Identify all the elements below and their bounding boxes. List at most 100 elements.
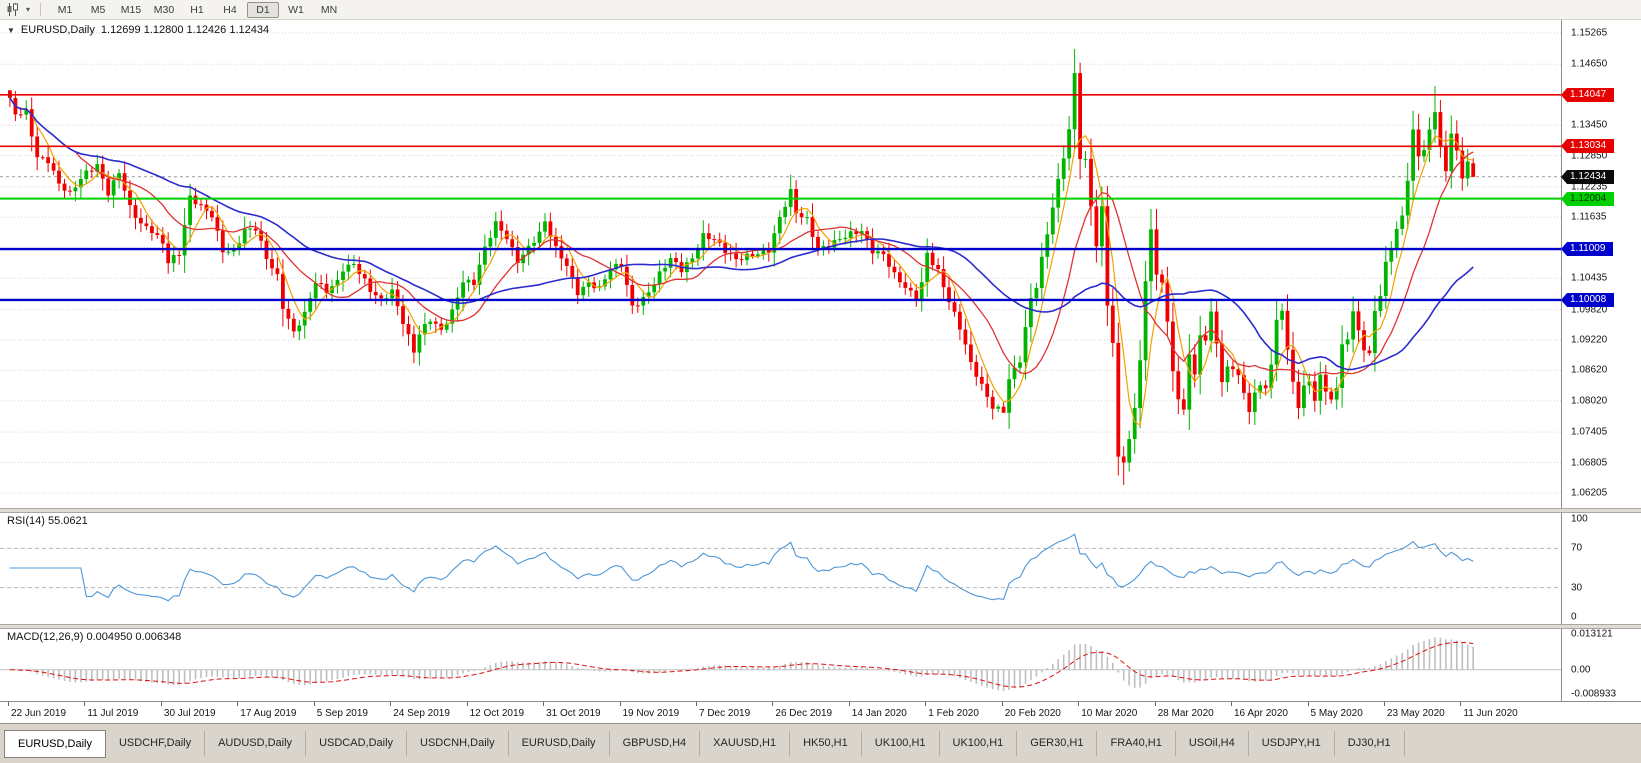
toolbar-separator: [40, 3, 42, 16]
candles: [8, 49, 1476, 486]
timeframe-button-h4[interactable]: H4: [223, 3, 237, 16]
chart-tab-0-eurusd-daily[interactable]: EURUSD,Daily: [4, 729, 106, 758]
chart-tab-2-audusd-daily[interactable]: AUDUSD,Daily: [205, 731, 307, 756]
time-axis[interactable]: 22 Jun 2019 11 Jul 2019 30 Jul 2019 17 Aug …: [0, 701, 1641, 723]
time-tick: [390, 702, 392, 706]
chart-tab-5-eurusd-daily[interactable]: EURUSD,Daily: [509, 731, 610, 756]
timeframe-button-mn[interactable]: MN: [320, 3, 338, 16]
tag-value: 1.12004: [1567, 191, 1615, 206]
date-label: 17 Aug 2019: [240, 708, 297, 719]
chart-dropdown-icon[interactable]: ▾: [26, 5, 31, 14]
date-label: 1 Feb 2020: [928, 708, 979, 719]
price-axis-label: 1.15265: [1571, 27, 1608, 39]
level-price-tag-1.13034: 1.13034: [1561, 139, 1615, 154]
time-tick: [237, 702, 239, 706]
price-axis-label: 1.08620: [1571, 364, 1608, 376]
timeframe-button-m15[interactable]: M15: [120, 3, 142, 16]
price-pane[interactable]: ▼ EURUSD,Daily 1.12699 1.12800 1.12426 1…: [0, 20, 1641, 508]
date-label: 19 Nov 2019: [622, 708, 680, 719]
price-axis-label: 1.06205: [1571, 487, 1608, 499]
macd-chart-canvas[interactable]: [0, 627, 1561, 701]
timeframe-button-m30[interactable]: M30: [153, 3, 175, 16]
chart-ohlc-values: 1.12699 1.12800 1.12426 1.12434: [100, 24, 270, 36]
rsi-pane[interactable]: RSI(14) 55.0621 100 70 30 0: [0, 511, 1641, 624]
chart-symbol-period: EURUSD,Daily: [20, 24, 95, 36]
chart-tab-11-ger30-h1[interactable]: GER30,H1: [1017, 731, 1098, 756]
rsi-axis-label: 70: [1571, 542, 1583, 554]
chart-tab-12-fra40-h1[interactable]: FRA40,H1: [1097, 731, 1176, 756]
chart-tab-1-usdchf-daily[interactable]: USDCHF,Daily: [106, 731, 206, 756]
date-label: 11 Jun 2020: [1463, 708, 1518, 719]
chart-tab-7-xauusd-h1[interactable]: XAUUSD,H1: [700, 731, 791, 756]
time-tick: [84, 702, 86, 706]
time-tick: [1307, 702, 1309, 706]
macd-histogram: [9, 637, 1474, 691]
time-tick: [1231, 702, 1232, 706]
timeframe-button-m1[interactable]: M1: [57, 3, 73, 16]
date-label: 5 May 2020: [1310, 708, 1363, 719]
rsi-chart-canvas[interactable]: [0, 511, 1561, 624]
time-tick: [925, 702, 927, 706]
price-axis-label: 1.12235: [1571, 181, 1608, 193]
chart-tab-9-uk100-h1[interactable]: UK100,H1: [862, 731, 940, 756]
chart-tab-6-gbpusd-h4[interactable]: GBPUSD,H4: [610, 731, 701, 756]
macd-axis-label: 0.013121: [1571, 628, 1613, 640]
price-axis-label: 1.14650: [1571, 58, 1608, 70]
level-price-tag-1.12004: 1.12004: [1561, 191, 1615, 206]
rsi-axis-label: 0: [1571, 611, 1577, 623]
time-tick: [8, 702, 9, 706]
chart-title: ▼ EURUSD,Daily 1.12699 1.12800 1.12426 1…: [7, 24, 269, 36]
chart-tab-4-usdcnh-daily[interactable]: USDCNH,Daily: [407, 731, 509, 756]
pane-splitter[interactable]: [0, 508, 1641, 513]
date-label: 10 Mar 2020: [1081, 708, 1138, 719]
rsi-axis-label: 30: [1571, 582, 1583, 594]
date-label: 24 Sep 2019: [393, 708, 450, 719]
date-label: 20 Feb 2020: [1004, 708, 1061, 719]
chart-tab-10-uk100-h1[interactable]: UK100,H1: [940, 731, 1018, 756]
timeframe-button-m5[interactable]: M5: [90, 3, 106, 16]
level-price-tag-1.10008: 1.10008: [1561, 292, 1615, 307]
time-tick: [1078, 702, 1080, 706]
price-axis-label: 1.07405: [1571, 426, 1608, 438]
date-label: 30 Jul 2019: [163, 708, 216, 719]
timeframe-button-w1[interactable]: W1: [288, 3, 304, 16]
time-tick: [466, 702, 468, 706]
price-axis-label: 1.12850: [1571, 150, 1608, 162]
macd-pane[interactable]: MACD(12,26,9) 0.004950 0.006348 0.013121…: [0, 627, 1641, 701]
symbol-menu-icon[interactable]: ▼: [7, 25, 15, 35]
chart-tab-15-dj30-h1[interactable]: DJ30,H1: [1335, 731, 1405, 756]
date-label: 7 Dec 2019: [699, 708, 751, 719]
tag-arrow-icon: [1561, 292, 1567, 307]
time-tick: [1383, 702, 1385, 706]
chart-tab-bar: EURUSD,Daily USDCHF,Daily AUDUSD,Daily USDC…: [0, 723, 1641, 763]
date-label: 22 Jun 2019: [11, 708, 67, 719]
tag-arrow-icon: [1561, 87, 1567, 102]
ma-5-line: [9, 97, 1474, 427]
price-axis-separator[interactable]: [1561, 20, 1562, 701]
chart-tab-3-usdcad-daily[interactable]: USDCAD,Daily: [306, 731, 408, 756]
pane-splitter[interactable]: [0, 624, 1641, 629]
chart-tab-8-hk50-h1[interactable]: HK50,H1: [790, 731, 862, 756]
timeframe-button-d1[interactable]: D1: [247, 1, 280, 18]
date-label: 26 Dec 2019: [775, 708, 833, 719]
time-tick: [696, 702, 697, 706]
time-tick: [1001, 702, 1003, 706]
tag-arrow-icon: [1561, 169, 1567, 184]
time-tick: [848, 702, 850, 706]
tag-arrow-icon: [1561, 139, 1567, 154]
rsi-label: RSI(14) 55.0621: [7, 515, 88, 527]
tag-value: 1.10008: [1567, 292, 1615, 307]
chart-tab-14-usdjpy-h1[interactable]: USDJPY,H1: [1249, 731, 1335, 756]
candlestick-chart-icon[interactable]: [4, 2, 22, 18]
price-axis-label: 1.06805: [1571, 457, 1608, 468]
date-label: 16 Apr 2020: [1234, 708, 1288, 719]
timeframe-button-h1[interactable]: H1: [190, 3, 204, 16]
date-label: 12 Oct 2019: [469, 708, 525, 719]
price-gridlines: [0, 32, 1561, 494]
price-chart-canvas[interactable]: [0, 20, 1561, 508]
timeframe-buttons: M1 M5 M15 M30 H1 H4 D1 W1 MN: [49, 1, 346, 18]
chart-tab-13-usoil-h4[interactable]: USOil,H4: [1176, 731, 1249, 756]
date-label: 28 Mar 2020: [1157, 708, 1214, 719]
rsi-title: RSI(14) 55.0621: [7, 515, 88, 527]
date-label: 31 Oct 2019: [546, 708, 601, 719]
